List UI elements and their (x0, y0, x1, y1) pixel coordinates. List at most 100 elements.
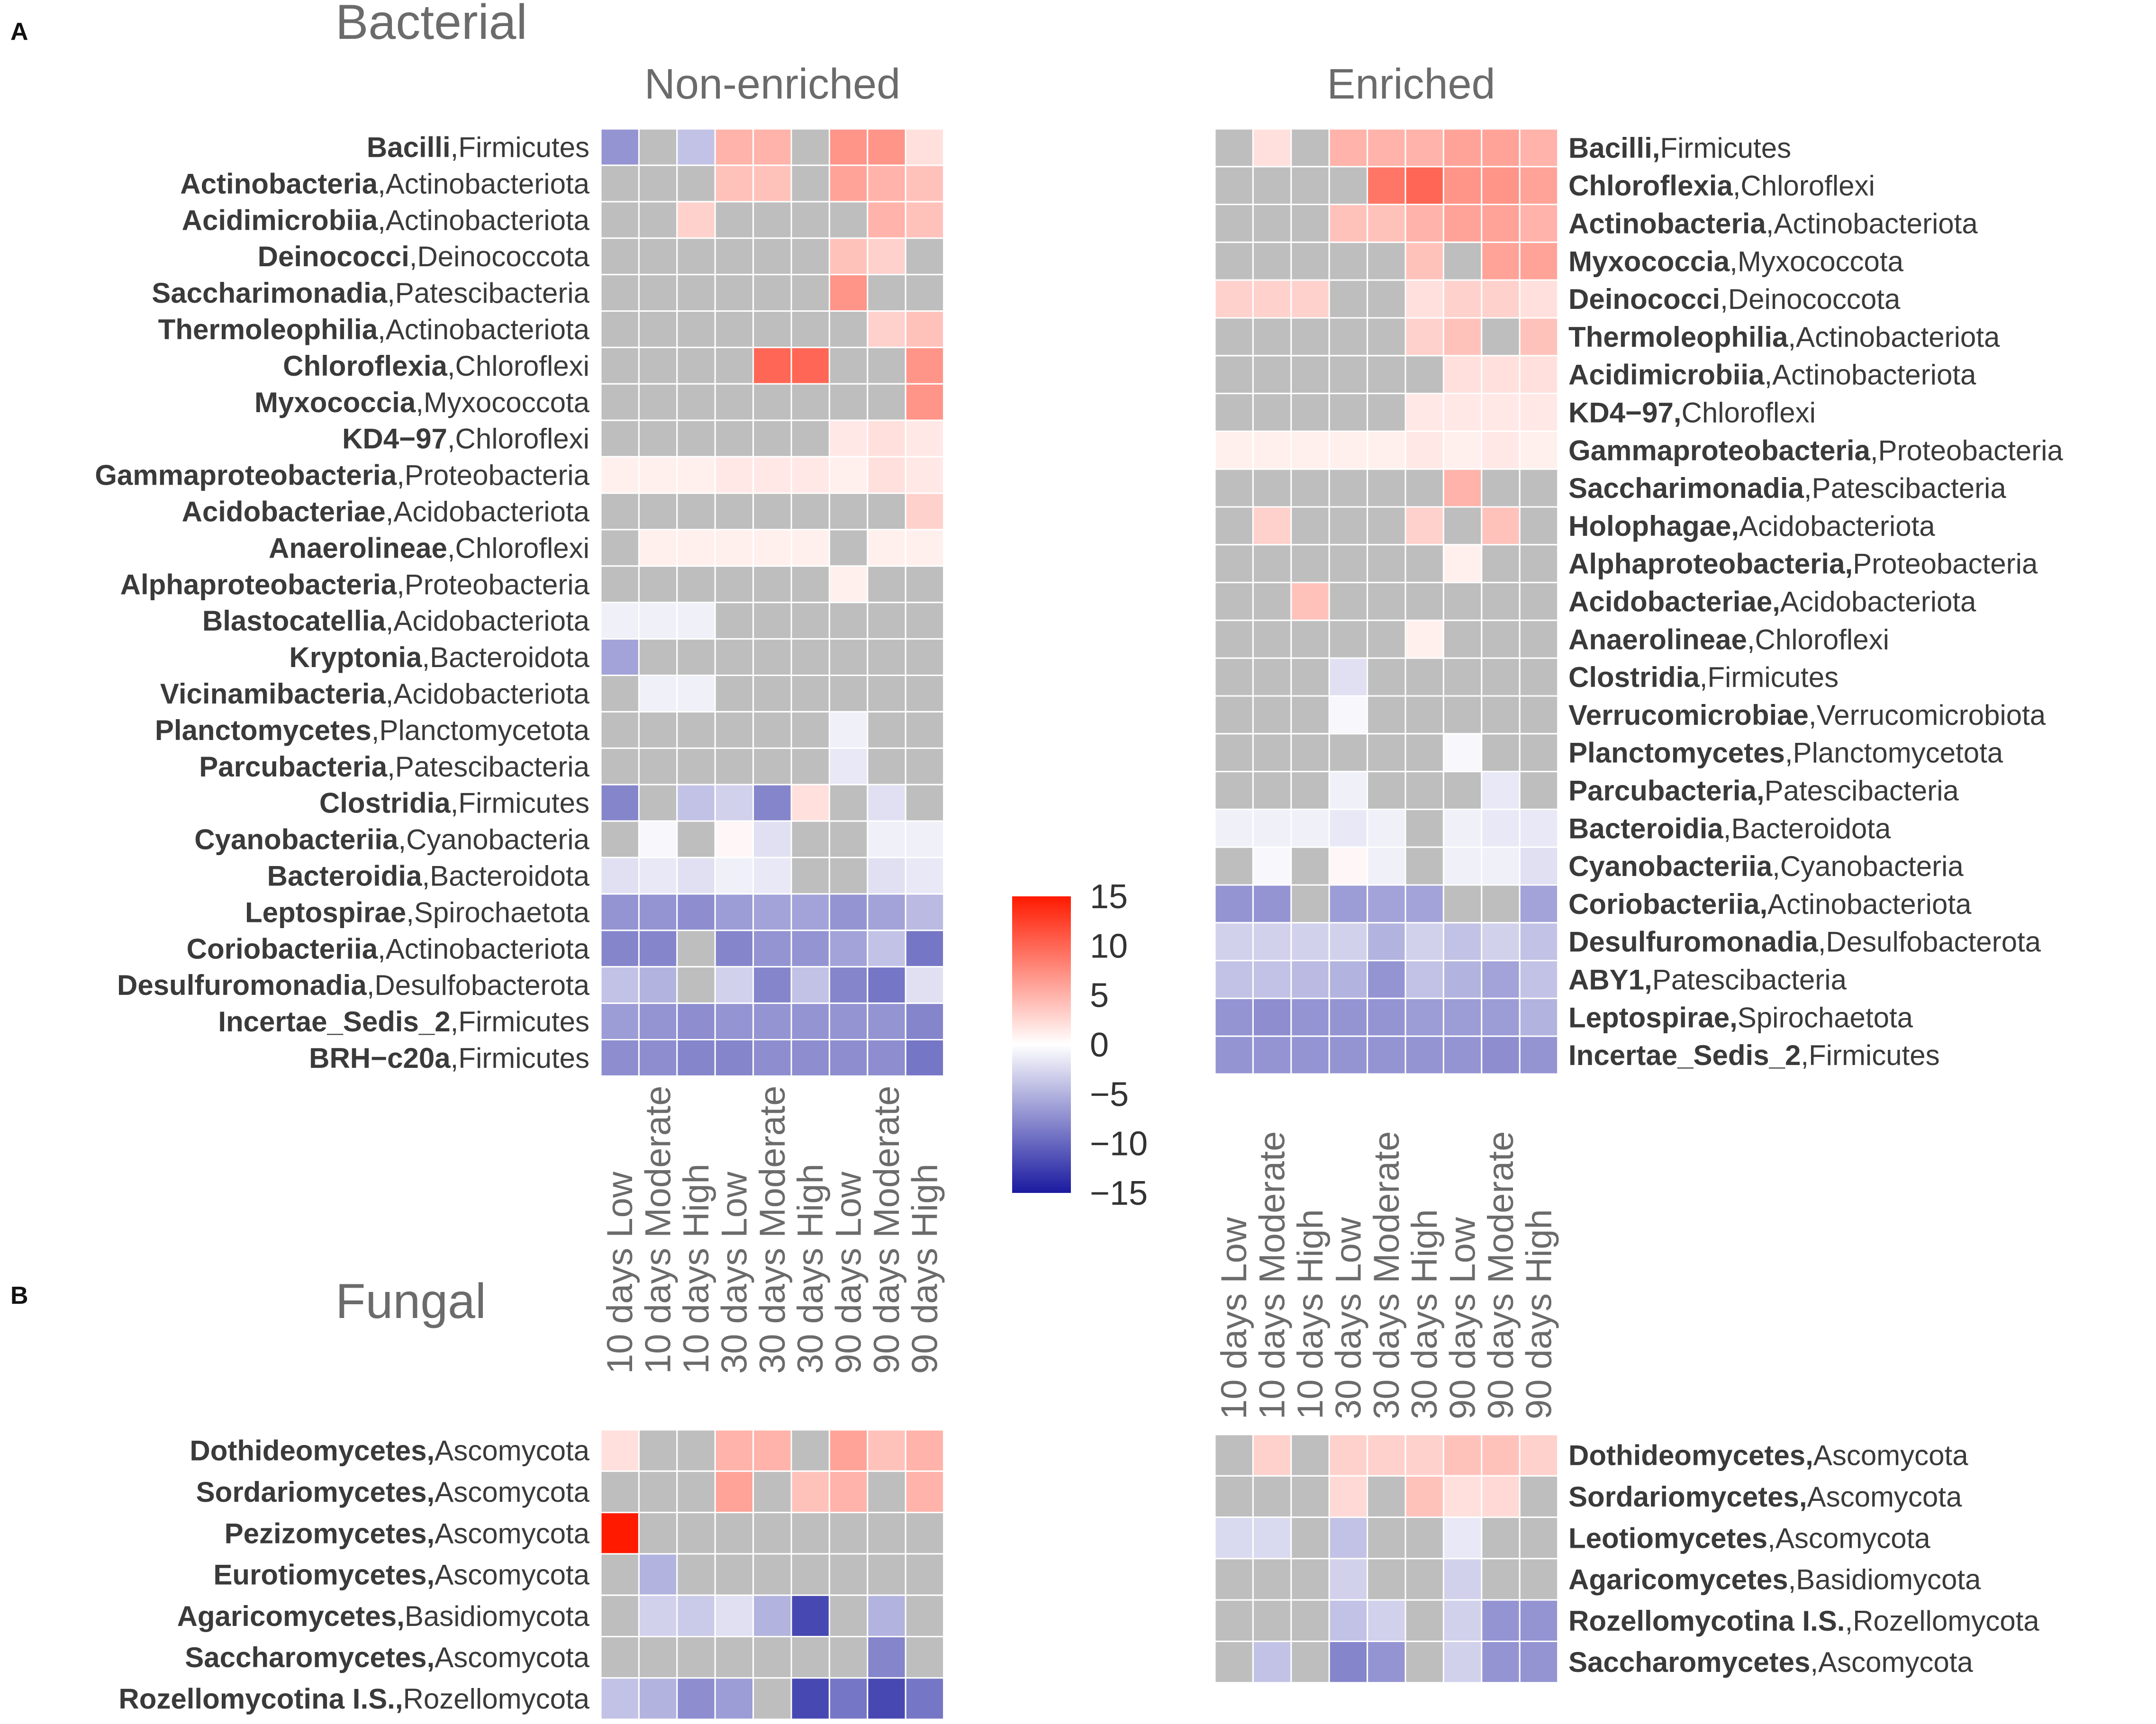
heatmap-cell (867, 1002, 906, 1041)
heatmap-cell (1252, 997, 1292, 1037)
heatmap-cell (638, 310, 678, 348)
heatmap-cell (638, 565, 678, 604)
heatmap-cell (638, 602, 678, 640)
row-label: Alphaproteobacteria,Proteobacteria (120, 569, 590, 600)
row-label: Dothideomycetes,Ascomycota (1568, 1440, 1968, 1471)
heatmap-cell (1367, 1558, 1406, 1601)
heatmap-cell (867, 237, 906, 276)
row-label-class: Vicinamibacteria (160, 678, 386, 710)
heatmap-cell (828, 602, 869, 640)
heatmap-cell (1367, 884, 1406, 924)
heatmap-cell (1290, 241, 1330, 281)
row-label: Thermoleophilia,Actinobacteriota (158, 314, 590, 345)
heatmap-cell (1442, 393, 1483, 432)
heatmap-cell (828, 930, 869, 968)
heatmap-cell (1252, 771, 1292, 810)
row-label: Gammaproteobacteria,Proteobacteria (1568, 434, 2063, 466)
heatmap-cell (638, 784, 678, 822)
row-label-class: Clostridia (1568, 661, 1700, 693)
heatmap-cell (1367, 317, 1406, 357)
heatmap-cell (1442, 1599, 1483, 1642)
heatmap-cell (1442, 544, 1483, 584)
heatmap-cell (1404, 657, 1444, 697)
heatmap-cell (1290, 279, 1330, 319)
heatmap-cell (1481, 997, 1521, 1037)
row-label-phylum: ,Patescibacteria (387, 277, 590, 309)
heatmap-cell (752, 237, 792, 276)
panel-letter-b: B (10, 1282, 28, 1309)
heatmap-cell (867, 638, 906, 676)
heatmap-cell (1290, 393, 1330, 432)
heatmap-cell (1519, 997, 1559, 1037)
row-label: Actinobacteria,Actinobacteriota (1568, 208, 1978, 240)
heatmap-cell (1519, 128, 1559, 168)
heatmap-cell (1252, 922, 1292, 962)
heatmap-cell (1290, 1434, 1330, 1477)
heatmap-cell (714, 1512, 754, 1555)
heatmap-cell (600, 565, 640, 604)
heatmap-cell (828, 274, 869, 312)
heatmap-cell (1252, 1516, 1292, 1560)
row-label-class: Chloroflexia (1568, 170, 1733, 202)
row-label-class: Leotiomycetes (1568, 1522, 1767, 1554)
row-label-class: Acidobacteriae (182, 496, 386, 528)
heatmap-cell (828, 1636, 869, 1679)
heatmap-cell (1519, 1475, 1559, 1518)
heatmap-cell (1481, 771, 1521, 810)
heatmap-cell (1290, 582, 1330, 621)
row-label: Chloroflexia,Chloroflexi (1568, 170, 1875, 202)
heatmap-cell (905, 784, 945, 822)
heatmap-cell (1290, 430, 1330, 470)
heatmap-cell (676, 930, 716, 968)
legend-tick-label: −10 (1090, 1125, 1148, 1163)
heatmap-cell (600, 1553, 640, 1596)
heatmap-cell (790, 893, 830, 931)
row-label-phylum: ,Actinobacteriota (1766, 208, 1978, 240)
heatmap-cell (1442, 960, 1483, 999)
heatmap-cell (600, 310, 640, 348)
heatmap-cell (1252, 166, 1292, 206)
heatmap-cell (1290, 166, 1330, 206)
heatmap-cell (1367, 128, 1406, 168)
heatmap-cell (828, 1470, 869, 1514)
heatmap-cell (867, 675, 906, 713)
heatmap-cell (1519, 1516, 1559, 1560)
heatmap-cell (1214, 1035, 1254, 1075)
column-label: 10 days High (1290, 1209, 1331, 1419)
column-label: 30 days Moderate (1367, 1131, 1407, 1419)
heatmap-cell (790, 456, 830, 494)
row-label-phylum: ,Verrucomicrobiota (1809, 699, 2046, 731)
heatmap-cell (905, 675, 945, 713)
row-label-class: Anaerolineae (269, 532, 447, 564)
row-label-phylum: Firmicutes (1660, 132, 1791, 164)
column-label: 90 days Moderate (867, 1086, 907, 1374)
heatmap-cell (1252, 128, 1292, 168)
heatmap-cell (1367, 544, 1406, 584)
row-label-phylum: Patescibacteria (1765, 775, 1959, 807)
heatmap-cell (638, 492, 678, 531)
heatmap-cell (1367, 997, 1406, 1037)
heatmap-cell (790, 820, 830, 858)
heatmap-cell (905, 1002, 945, 1041)
heatmap-cell (1442, 1475, 1483, 1518)
heatmap-cell (1252, 884, 1292, 924)
heatmap-cell (1481, 1558, 1521, 1601)
heatmap-cell (1252, 960, 1292, 999)
heatmap-cell (600, 857, 640, 895)
heatmap-cell (752, 1470, 792, 1514)
heatmap-cell (638, 711, 678, 749)
heatmap-cell (1290, 355, 1330, 395)
row-label-class: Anaerolineae (1568, 623, 1747, 655)
heatmap-cell (638, 164, 678, 203)
heatmap-cell (790, 237, 830, 276)
heatmap-cell (638, 1677, 678, 1720)
heatmap-cell (867, 857, 906, 895)
row-label: KD4−97,Chloroflexi (342, 423, 589, 455)
heatmap-cell (752, 128, 792, 166)
heatmap-cell (638, 893, 678, 931)
heatmap-cell (867, 1039, 906, 1077)
heatmap-cell (1404, 846, 1444, 886)
bacterial-section-title: Bacterial (335, 0, 527, 50)
heatmap-cell (638, 966, 678, 1004)
heatmap-cell (1290, 1035, 1330, 1075)
